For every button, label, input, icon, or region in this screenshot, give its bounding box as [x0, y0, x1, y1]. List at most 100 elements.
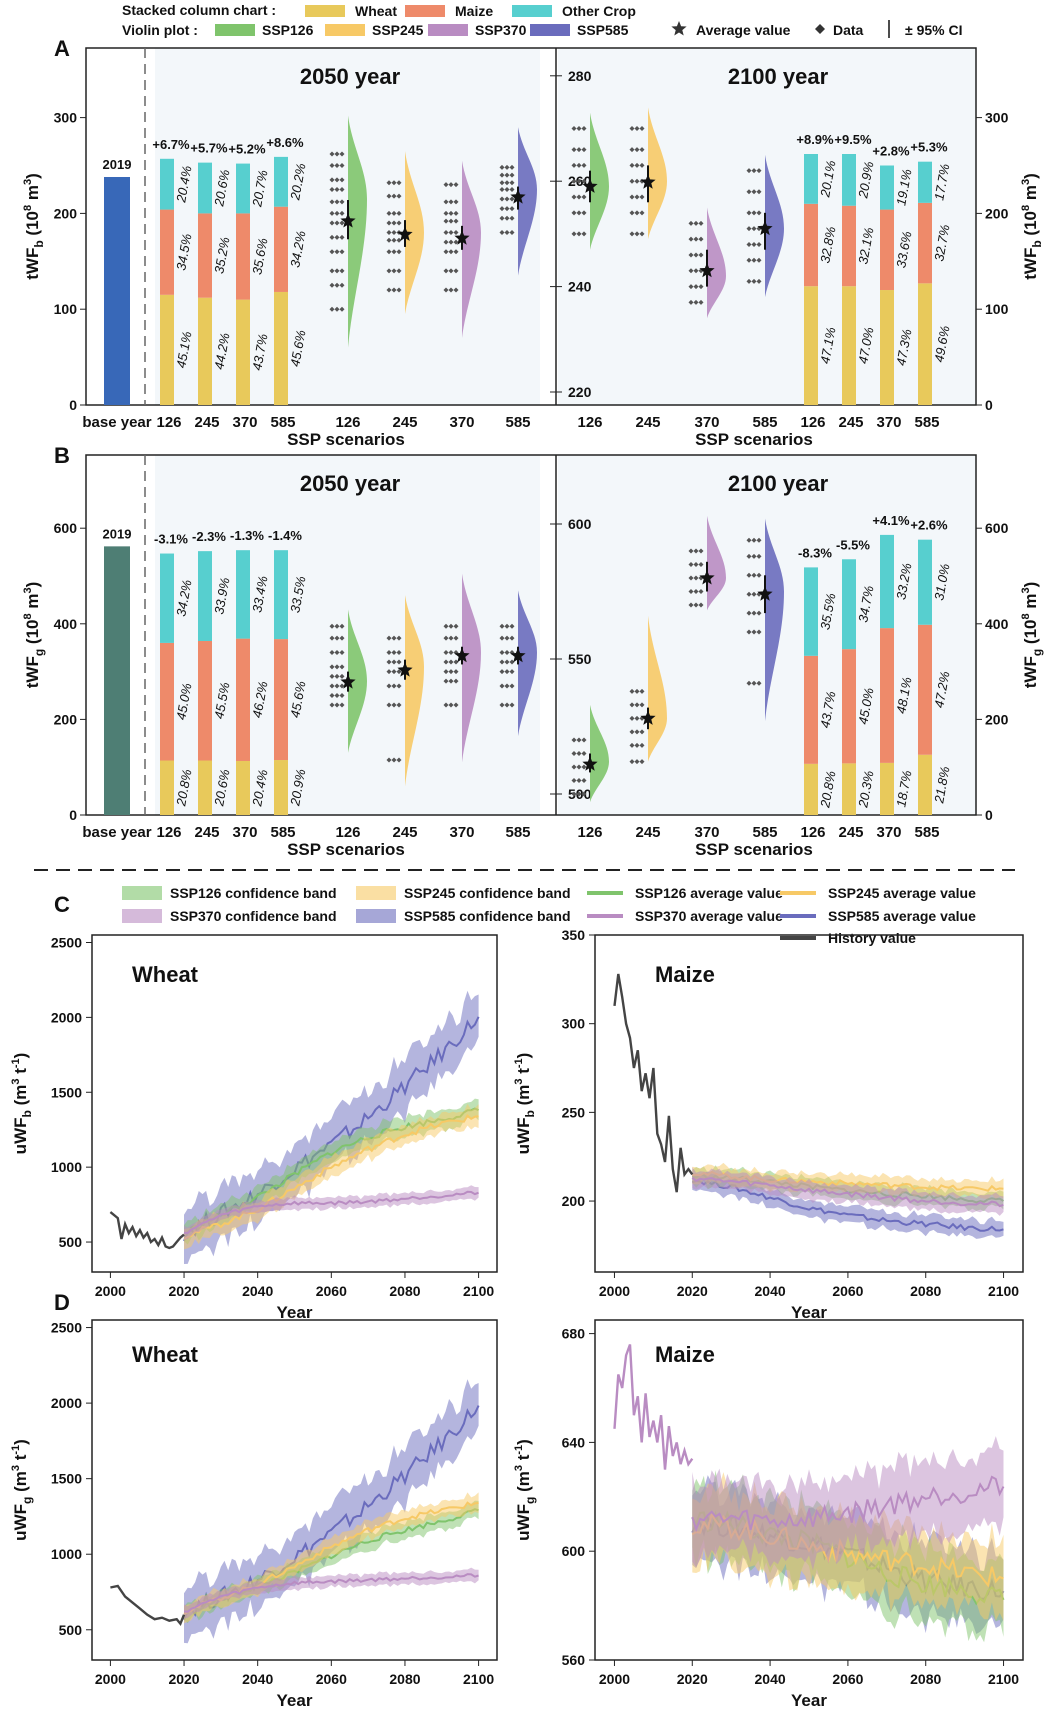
data-point: [329, 151, 335, 157]
xtick-label: 2100: [463, 1283, 494, 1299]
stack-pct-wheat: 45.1%: [173, 330, 194, 369]
legend-band-swatch: [122, 909, 162, 923]
data-point: [571, 751, 577, 756]
band-ssp370: [692, 1436, 1004, 1571]
data-point: [386, 249, 392, 255]
data-point: [329, 282, 335, 288]
data-point: [509, 186, 515, 192]
data-point: [396, 669, 402, 675]
data-point: [396, 702, 402, 708]
ylabel-main: uWF: [11, 1504, 30, 1541]
xtick-label: 2040: [242, 1671, 273, 1687]
top-legend: Stacked column chart : Violin plot : Wheat…: [122, 2, 962, 38]
data-point: [334, 683, 340, 689]
data-point: [339, 649, 345, 655]
data-point: [576, 778, 582, 783]
data-point: [396, 268, 402, 274]
data-point: [576, 751, 582, 756]
panel-letter: B: [54, 443, 70, 468]
stack-pct-other: 33.2%: [893, 562, 914, 601]
ylabel: uWFb (m3 t-1): [513, 1053, 537, 1155]
xtick-label: 245: [838, 824, 863, 841]
ylabel-left: tWFg (108 m3): [22, 582, 46, 689]
data-point: [396, 649, 402, 655]
stack-pct-wheat: 20.8%: [173, 768, 194, 808]
data-point: [334, 234, 340, 240]
violin-2050-1: [405, 151, 424, 314]
stack-change-label: +8.6%: [266, 135, 304, 150]
data-point: [746, 168, 752, 174]
xtick-label: 370: [876, 414, 901, 431]
data-point: [448, 182, 454, 188]
stack-maize-2100-585: [918, 202, 932, 284]
base-year-label: base year: [82, 414, 151, 431]
stack-maize-2100-126: [804, 655, 818, 764]
stack-other-2050-585: [274, 550, 288, 640]
data-point: [453, 623, 459, 629]
ylabel-unit: (m: [514, 1085, 533, 1111]
ytick-label: 1500: [51, 1084, 82, 1100]
data-point: [499, 164, 505, 170]
legend-swatch-ssp126: [215, 24, 255, 36]
data-point: [334, 177, 340, 183]
xtick-label: 370: [876, 824, 901, 841]
stack-pct-maize: 45.6%: [287, 680, 308, 719]
ylabel-close: ): [1021, 173, 1040, 179]
mean-star: [510, 647, 526, 663]
ytick-left-label: 300: [54, 110, 78, 126]
plot-frame: [594, 1319, 1024, 1661]
data-point: [509, 635, 515, 641]
data-point: [448, 669, 454, 675]
ylabel-sup2: 3: [1020, 179, 1032, 185]
data-point: [334, 282, 340, 288]
stack-pct-wheat: 45.6%: [287, 329, 308, 368]
legend-label-crop: Wheat: [355, 3, 397, 19]
data-point: [576, 210, 582, 216]
data-point: [576, 147, 582, 153]
ytick-label: 350: [562, 927, 586, 943]
data-point: [504, 669, 510, 675]
data-point: [499, 196, 505, 202]
data-point: [504, 196, 510, 202]
stack-change-label: +5.3%: [910, 140, 948, 155]
data-point: [334, 151, 340, 157]
ytick-left-label: 200: [54, 711, 78, 727]
data-point: [386, 220, 392, 226]
data-point: [339, 177, 345, 183]
stack-other-2050-585: [274, 156, 288, 207]
stack-wheat-2100-126: [804, 763, 818, 815]
chart-title: Maize: [655, 1342, 715, 1367]
violin-2100-3: [765, 518, 784, 722]
data-point: [334, 664, 340, 670]
plot-frame: [594, 934, 1024, 1273]
line-ssp370: [691, 1475, 1005, 1533]
data-point: [509, 702, 515, 708]
stack-wheat-2050-126: [160, 294, 174, 405]
xlabel: Year: [791, 1303, 827, 1322]
data-point: [693, 268, 699, 274]
line-legend-label: SSP370 average value: [635, 908, 783, 924]
data-point: [386, 268, 392, 274]
stack-pct-wheat: 47.1%: [817, 326, 838, 365]
data-point: [693, 299, 699, 305]
ytick-right-label: 400: [985, 616, 1009, 632]
data-point: [329, 623, 335, 629]
data-point: [509, 164, 515, 170]
data-point: [571, 162, 577, 168]
data-point: [448, 268, 454, 274]
data-point: [571, 231, 577, 237]
data-point: [751, 168, 757, 174]
data-point: [329, 186, 335, 192]
data-point: [443, 199, 449, 205]
xtick-label: 245: [635, 414, 660, 431]
xtick-label: 2060: [316, 1671, 347, 1687]
stack-pct-wheat: 20.8%: [817, 770, 838, 810]
violin-2050-3: [518, 590, 537, 737]
stack-wheat-2050-245: [198, 760, 212, 815]
data-point: [329, 199, 335, 205]
stack-pct-wheat: 47.3%: [893, 328, 914, 367]
data-point: [329, 306, 335, 312]
data-point: [629, 759, 635, 765]
ylabel-sup: 8: [22, 613, 34, 619]
data-point: [386, 230, 392, 236]
